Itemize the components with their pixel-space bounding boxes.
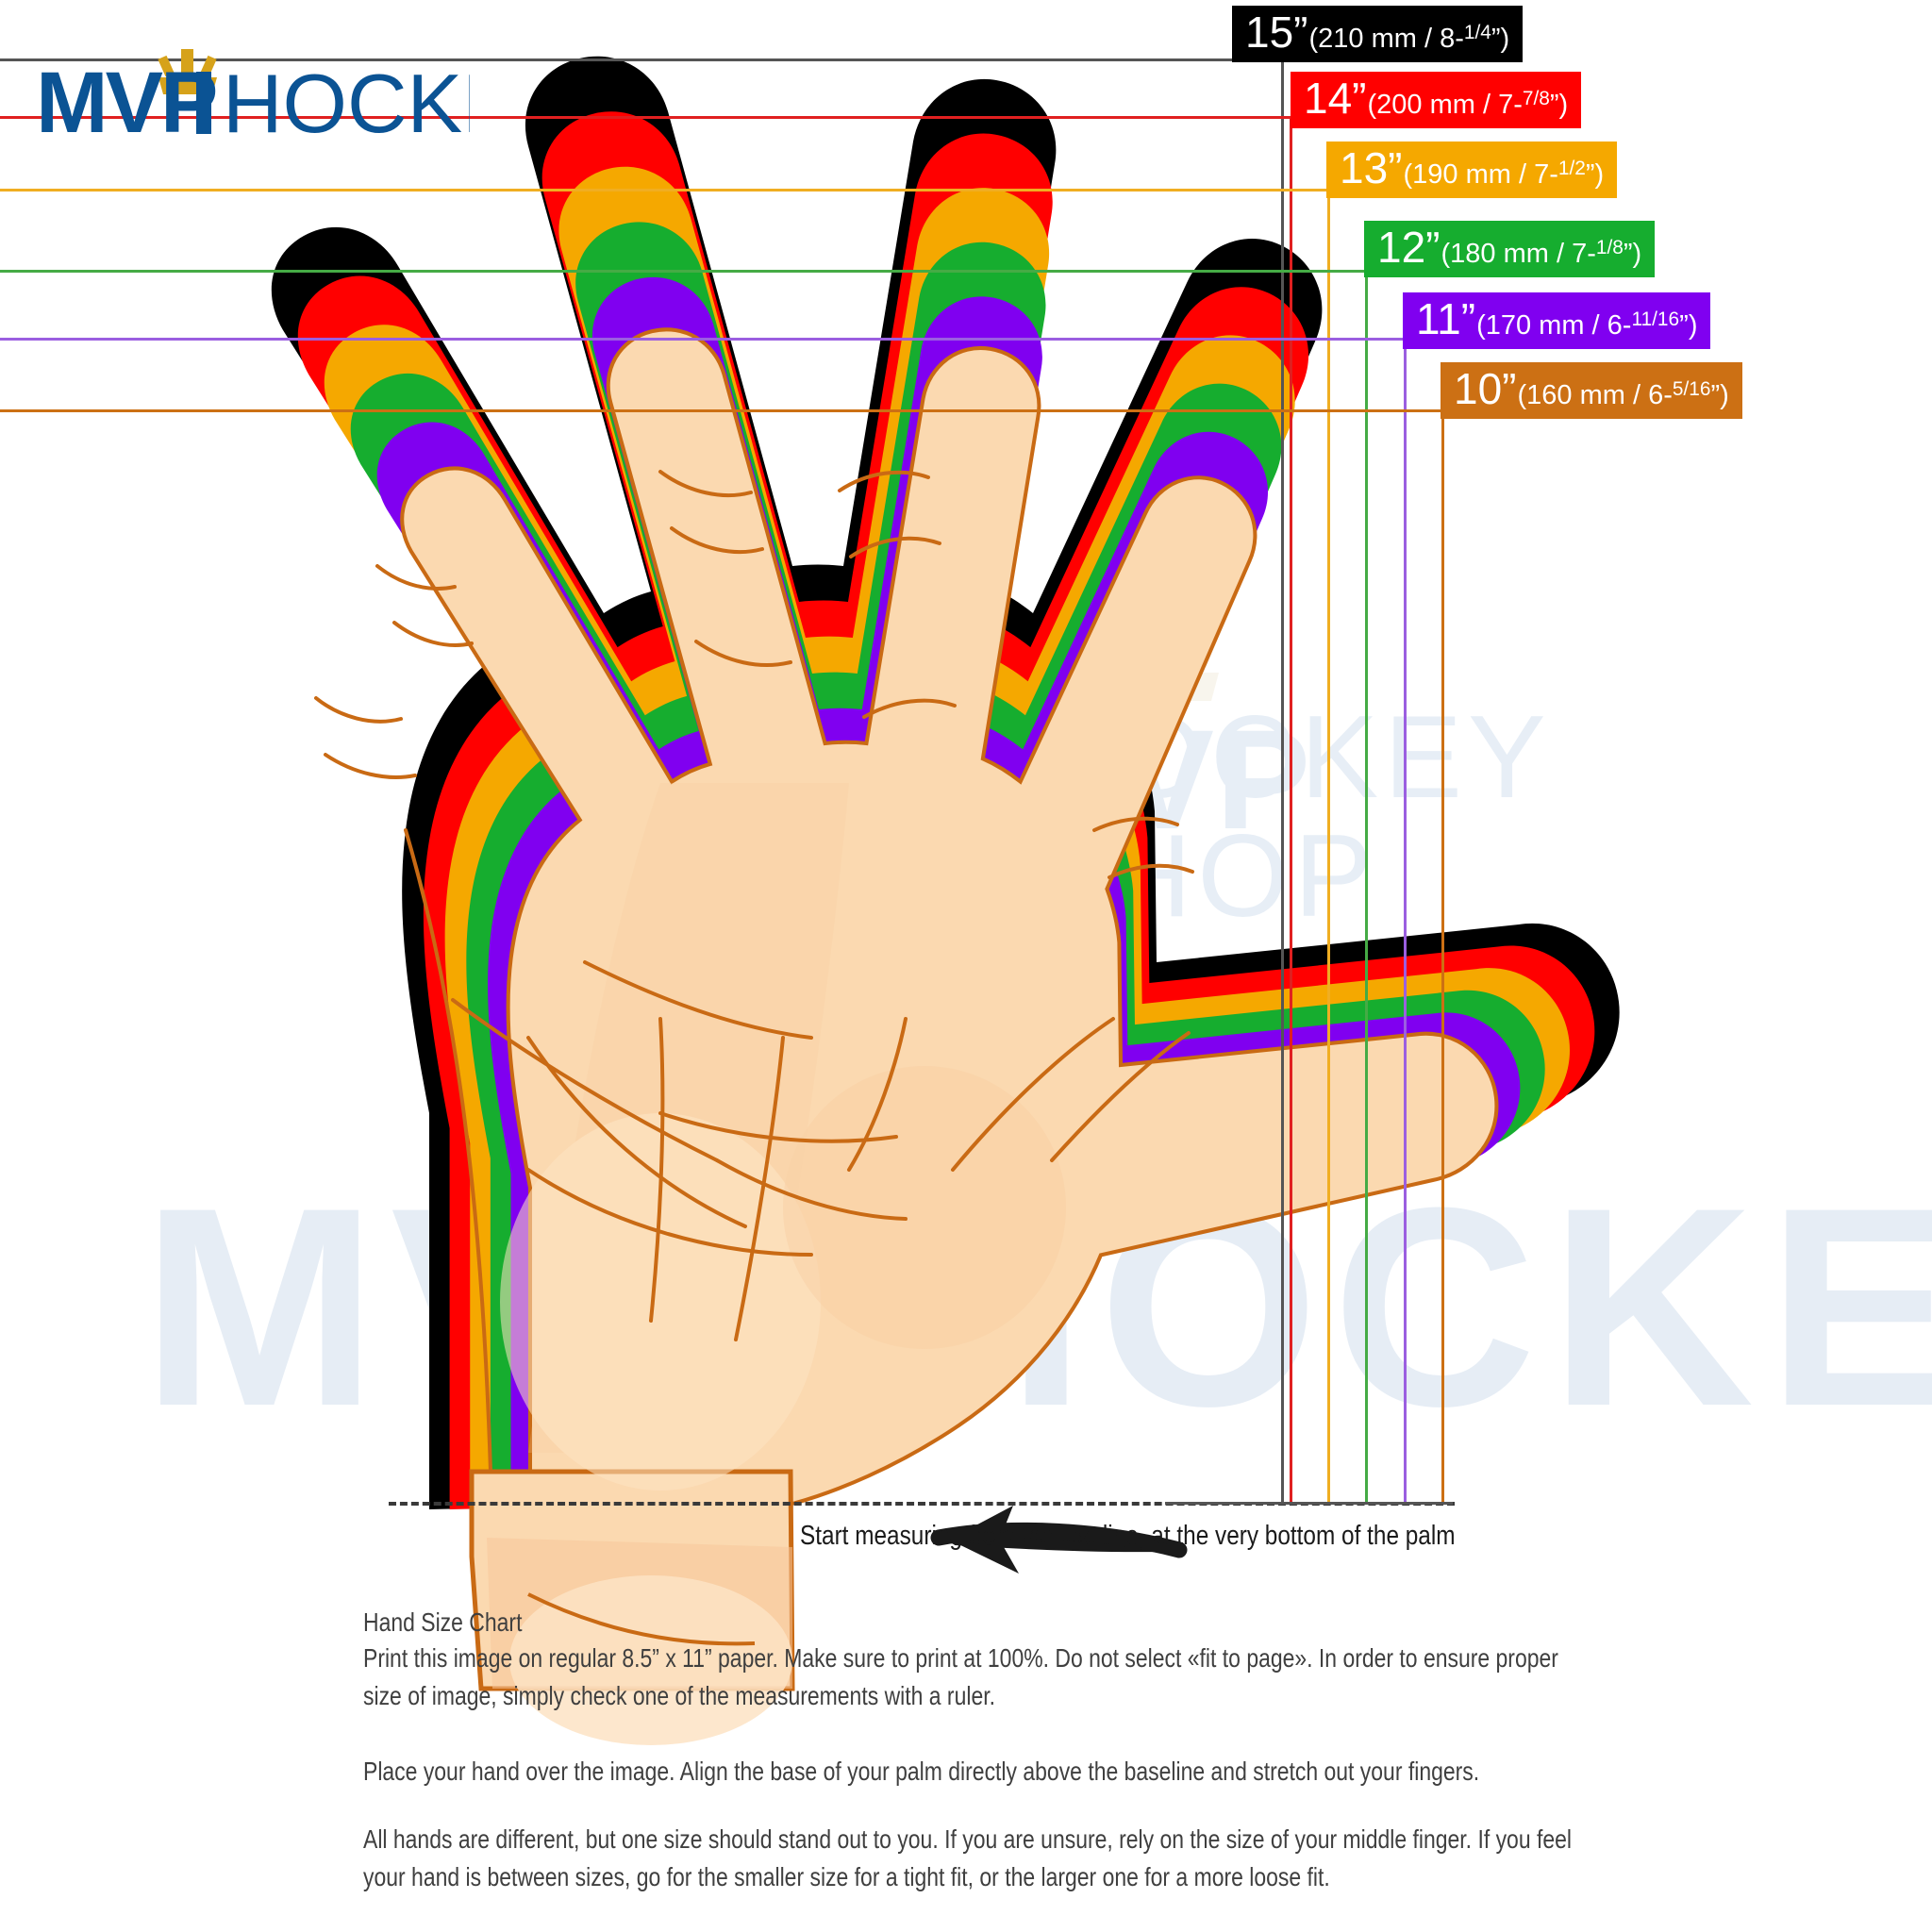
size-label-15: 15” (210 mm / 8-1/4”) [1232,6,1524,62]
size-value: 11” [1416,294,1476,343]
guide-vline-1 [1290,116,1292,1502]
palm-creases [314,470,1194,1474]
guide-hline-5 [0,409,1444,412]
size-detail: (190 mm / 7-1/2”) [1403,158,1605,190]
size-label-10: 10” (160 mm / 6-5/16”) [1441,362,1742,419]
guide-hline-0 [0,58,1236,61]
guide-hline-1 [0,116,1294,119]
guide-hline-4 [0,338,1407,341]
size-detail: (170 mm / 6-11/16”) [1476,308,1698,341]
size-label-11: 11” (170 mm / 6-11/16”) [1403,292,1711,349]
size-label-12: 12” (180 mm / 7-1/8”) [1364,221,1656,277]
size-value: 12” [1377,223,1441,272]
guide-vline-0 [1281,58,1284,1502]
size-value: 10” [1454,364,1517,413]
wrist [469,1469,795,1745]
guide-vline-2 [1327,189,1330,1502]
baseline-solid-rule [1165,1502,1453,1505]
svg-text:MVP: MVP [36,55,216,135]
baseline-dashed-rule [389,1502,1455,1506]
palm-shading [500,783,1066,1491]
guide-hline-3 [0,270,1368,273]
size-detail: (210 mm / 8-1/4”) [1308,22,1510,54]
guide-vline-4 [1404,338,1407,1502]
size-value: 13” [1340,143,1403,192]
size-label-14: 14” (200 mm / 7-7/8”) [1291,72,1582,128]
size-label-13: 13” (190 mm / 7-1/2”) [1326,142,1618,198]
mvp-hockey-logo: MVP HOCKEY [36,45,470,135]
guide-hline-2 [0,189,1330,192]
instructions-print: Print this image on regular 8.5” x 11” p… [363,1643,1558,1710]
size-detail: (200 mm / 7-7/8”) [1367,88,1569,120]
instructions-all: All hands are different, but one size sh… [363,1824,1573,1891]
guide-vline-5 [1441,409,1444,1502]
size-detail: (160 mm / 6-5/16”) [1517,378,1729,410]
size-value: 14” [1304,74,1367,123]
svg-text:HOCKEY: HOCKEY [223,57,470,135]
instructions-place: Place your hand over the image. Align th… [363,1757,1480,1786]
guide-vline-3 [1365,270,1368,1502]
size-value: 15” [1245,8,1308,57]
arrow-pointing-left-icon [930,1506,1188,1574]
instructions-title: Hand Size Chart [363,1607,523,1637]
size-detail: (180 mm / 7-1/8”) [1441,237,1642,269]
baseline-caption: Start measuring from the first line, at … [800,1521,1456,1551]
